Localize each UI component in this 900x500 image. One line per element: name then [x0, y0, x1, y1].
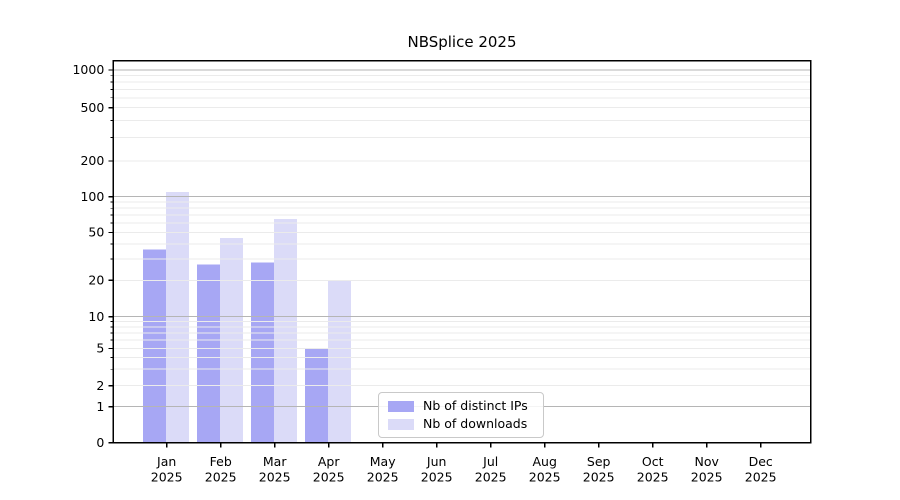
x-tick-label-year: 2025: [691, 470, 723, 485]
legend-swatch-distinct-ips: [388, 400, 414, 412]
bar: [166, 191, 190, 443]
x-tick-label-month: Mar: [263, 454, 287, 469]
x-tick-label-year: 2025: [313, 470, 345, 485]
x-tick-label-month: Oct: [642, 454, 664, 469]
x-tick-label-year: 2025: [475, 470, 507, 485]
y-tick-label: 500: [80, 100, 104, 115]
legend-item-distinct-ips: Nb of distinct IPs: [388, 399, 534, 413]
x-tick-label-month: Aug: [532, 454, 556, 469]
y-tick-label: 1: [96, 399, 104, 414]
bar: [328, 280, 352, 443]
x-tick-label-month: Dec: [749, 454, 773, 469]
chart-title: NBSplice 2025: [407, 33, 517, 51]
legend-swatch-downloads: [388, 418, 414, 430]
x-tick-label-year: 2025: [151, 470, 183, 485]
x-tick-label-year: 2025: [367, 470, 399, 485]
axes-box: [112, 59, 812, 444]
y-tick-label: 200: [80, 153, 104, 168]
legend: Nb of distinct IPs Nb of downloads: [378, 392, 544, 438]
bar: [197, 264, 221, 443]
y-tick-label: 20: [88, 273, 104, 288]
y-tick-label: 10: [88, 309, 104, 324]
legend-item-downloads: Nb of downloads: [388, 417, 534, 431]
bar: [305, 348, 329, 443]
x-tick-label-month: May: [370, 454, 396, 469]
x-tick-label-month: Jan: [156, 454, 176, 469]
y-tick-label: 0: [96, 435, 104, 450]
y-tick-label: 1000: [72, 62, 104, 77]
y-tick-label: 100: [80, 189, 104, 204]
x-tick-label-month: Jul: [482, 454, 498, 469]
bar: [251, 262, 275, 443]
legend-label-distinct-ips: Nb of distinct IPs: [423, 398, 528, 413]
bar: [143, 249, 167, 443]
x-tick-label-month: Feb: [210, 454, 232, 469]
x-tick-label-month: Jun: [426, 454, 447, 469]
y-tick-label: 50: [88, 225, 104, 240]
y-tick-label: 5: [96, 341, 104, 356]
x-tick-label-year: 2025: [745, 470, 777, 485]
x-tick-label-year: 2025: [205, 470, 237, 485]
x-tick-label-month: Apr: [318, 454, 340, 469]
x-tick-label-year: 2025: [259, 470, 291, 485]
x-tick-label-year: 2025: [583, 470, 615, 485]
x-tick-label-month: Sep: [587, 454, 611, 469]
bar: [274, 218, 298, 443]
x-tick-label-year: 2025: [637, 470, 669, 485]
x-tick-label-year: 2025: [421, 470, 453, 485]
legend-label-downloads: Nb of downloads: [423, 416, 528, 431]
x-tick-label-month: Nov: [694, 454, 719, 469]
y-tick-label: 2: [96, 378, 104, 393]
x-tick-label-year: 2025: [529, 470, 561, 485]
